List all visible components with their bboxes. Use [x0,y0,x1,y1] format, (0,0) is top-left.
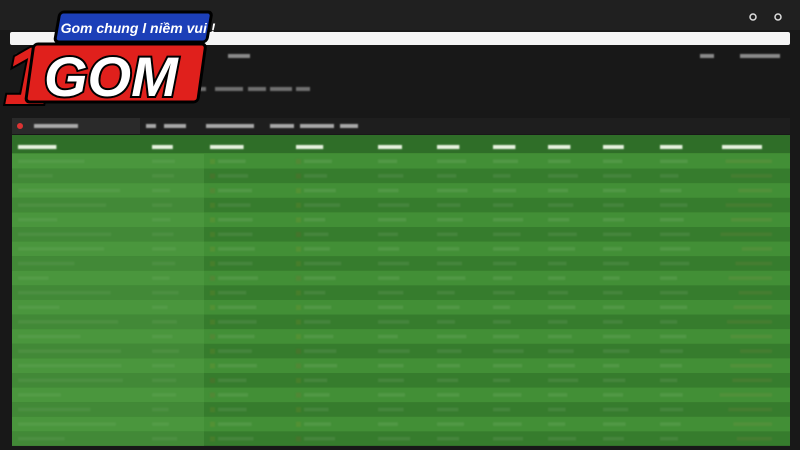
row-name-cell [12,212,204,227]
table-row [12,197,790,213]
nav-item [16,54,36,58]
table-row [12,343,790,359]
odds-table [12,135,790,446]
row-name-cell [12,358,204,373]
icon[interactable] [749,13,757,21]
table-row [12,387,790,403]
tabs [34,124,358,128]
row-name-cell [12,416,204,432]
header-cell [152,145,173,149]
header-cell [603,145,624,149]
icon[interactable] [774,13,782,21]
nav-item [228,54,250,58]
header-cell [660,145,683,149]
row-name-cell [12,241,204,257]
row-name-cell [12,183,204,198]
nav-item [740,54,780,58]
table-row [12,402,790,417]
header-cell [296,145,324,149]
row-name-cell [12,154,204,169]
table-row [12,256,790,271]
breadcrumb [248,87,266,91]
row-name-cell [12,402,204,417]
tab-label [34,124,78,128]
nav-item [700,54,714,58]
table-row [12,314,790,330]
header-cell [378,145,402,149]
breadcrumb [296,87,310,91]
row-name-cell [12,373,204,388]
tab-label [164,124,186,128]
tab-label [146,124,156,128]
row-name-cell [12,270,204,286]
row-name-cell [12,227,204,242]
row-name-cell [12,314,204,330]
logo-plate [24,42,207,104]
table-row [12,270,790,286]
header-cell [210,145,244,149]
row-name-cell [12,343,204,359]
table-row [12,241,790,257]
tab-label [270,124,294,128]
tab-row [12,118,790,134]
header-cell [548,145,571,149]
logo: Gom chung l niềm vui ! 1 GOM [2,10,216,124]
table-row [12,431,790,446]
logo-word: GOM [44,45,179,108]
table-row [12,416,790,432]
row-name-cell [12,387,204,403]
table-row [12,300,790,315]
table-row [12,373,790,388]
row-name-cell [12,256,204,271]
row-name-cell [12,431,204,446]
header-row [12,135,790,153]
table-row [12,154,790,169]
row-name-cell [12,300,204,315]
header-cell [437,145,460,149]
table-row [12,183,790,198]
row-name-cell [12,197,204,213]
tagline-banner [53,10,213,44]
header-cell [722,145,762,149]
table-row [12,329,790,344]
table-row [12,358,790,373]
live-dot [17,123,23,129]
row-name-cell [12,168,204,184]
table-row [12,168,790,184]
header-cell [18,145,57,149]
tab-label [206,124,254,128]
logo-tagline: Gom chung l niềm vui ! [61,20,216,36]
row-name-cell [12,285,204,300]
table-row [12,285,790,300]
breadcrumb [215,87,243,91]
header-cell [493,145,516,149]
tab-label [340,124,358,128]
table-row [12,227,790,242]
row-name-cell [12,329,204,344]
breadcrumb [270,87,292,91]
tab-label [300,124,334,128]
table-row [12,212,790,227]
